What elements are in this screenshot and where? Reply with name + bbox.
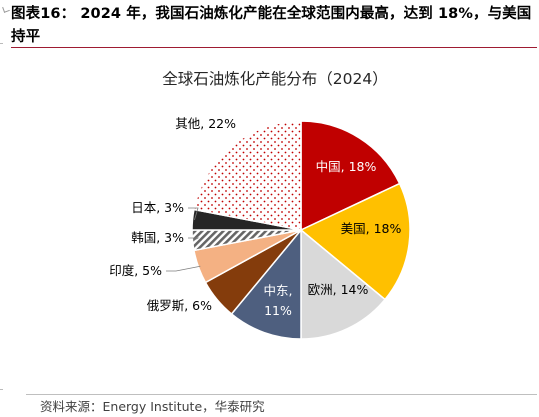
slice-label-3: 欧洲, 14% bbox=[308, 282, 369, 297]
slice-label-9: 其他, 22% bbox=[175, 116, 236, 131]
pie-slices bbox=[191, 120, 411, 340]
heading-divider bbox=[11, 47, 537, 48]
figure-heading: 图表16： 2024 年，我国石油炼化产能在全球范围内最高，达到 18%，与美国… bbox=[11, 6, 532, 45]
slice-label-4: 中东, 11% bbox=[264, 283, 293, 318]
margin-tick bbox=[0, 43, 3, 44]
pie-slice-9 bbox=[193, 120, 302, 231]
leader-line-6 bbox=[166, 265, 201, 272]
leader-line-8 bbox=[188, 207, 199, 221]
slice-label-5: 俄罗斯, 6% bbox=[147, 298, 212, 313]
slice-label-7: 韩国, 3% bbox=[131, 230, 184, 245]
slice-label-1: 中国, 18% bbox=[316, 159, 377, 174]
footer-divider bbox=[26, 394, 537, 395]
pie-slice-2 bbox=[299, 182, 411, 301]
pie-slice-3 bbox=[300, 228, 387, 340]
leader-lines bbox=[166, 207, 201, 272]
pie-slice-1 bbox=[300, 120, 401, 232]
leader-line-7 bbox=[188, 237, 200, 241]
slice-label-6: 印度, 5% bbox=[109, 263, 162, 278]
pie-slice-4 bbox=[230, 227, 302, 340]
slice-labels: 中国, 18% 美国, 18% 欧洲, 14% 中东, 11% 俄罗斯, 6% 印度, 5%… bbox=[109, 116, 401, 318]
slice-label-2: 美国, 18% bbox=[341, 221, 402, 236]
slice-label-8: 日本, 3% bbox=[131, 200, 184, 215]
chart-title: 全球石油炼化产能分布（2024） bbox=[162, 70, 387, 88]
source-note: 资料来源：Energy Institute，华泰研究 bbox=[40, 399, 265, 414]
margin-tick bbox=[0, 389, 3, 390]
